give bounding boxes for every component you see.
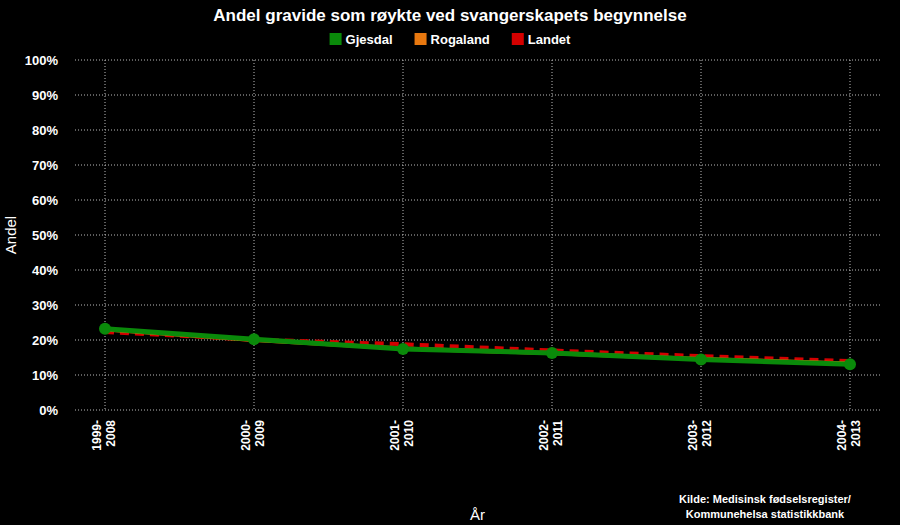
x-tick-label-part: 2010 [402, 420, 416, 447]
source-note: Kilde: Medisinsk fødselsregister/ [679, 493, 851, 505]
x-grid-line [403, 60, 404, 410]
legend-swatch [512, 33, 524, 45]
y-tick-label: 80% [32, 123, 58, 138]
y-tick-label: 20% [32, 333, 58, 348]
y-grid-line [75, 165, 880, 166]
x-grid-line [105, 60, 106, 410]
y-tick-label: 30% [32, 298, 58, 313]
y-grid-line [75, 130, 880, 131]
series-marker [844, 358, 856, 370]
series-marker [546, 347, 558, 359]
x-tick-label-part: 1999- [90, 420, 104, 451]
y-grid-line [75, 235, 880, 236]
x-tick-label: 2004-2013 [835, 420, 863, 451]
y-tick-label: 40% [32, 263, 58, 278]
legend-label: Gjesdal [346, 32, 393, 47]
y-grid-line [75, 200, 880, 201]
series-marker [99, 323, 111, 335]
grid [75, 60, 880, 410]
x-tick-label-part: 2012 [700, 420, 714, 447]
y-tick-label: 60% [32, 193, 58, 208]
x-tick-label-part: 2002- [537, 420, 551, 451]
x-tick-label-part: 2003- [686, 420, 700, 451]
x-tick-label-part: 2004- [835, 420, 849, 451]
x-axis-label: År [470, 506, 485, 523]
series-marker [248, 333, 260, 345]
x-grid-line [254, 60, 255, 410]
y-tick-label: 0% [39, 403, 58, 418]
series-line [105, 330, 850, 364]
legend-swatch [415, 33, 427, 45]
series-marker [397, 343, 409, 355]
x-grid-line [850, 60, 851, 410]
chart: Andel gravide som røykte ved svangerskap… [0, 0, 900, 525]
legend-swatch [330, 33, 342, 45]
x-tick-label-part: 2001- [388, 420, 402, 451]
y-grid-line [75, 410, 880, 411]
y-tick-label: 90% [32, 88, 58, 103]
legend: Gjesdal Rogaland Landet [330, 32, 571, 47]
x-tick-label: 2000-2009 [239, 420, 267, 451]
y-grid-line [75, 270, 880, 271]
x-tick-label-part: 2000- [239, 420, 253, 451]
y-tick-label: 10% [32, 368, 58, 383]
y-tick-label: 100% [25, 53, 59, 68]
x-tick-label-part: 2009 [253, 420, 267, 447]
title: Andel gravide som røykte ved svangerskap… [213, 6, 686, 25]
series-marker [695, 354, 707, 366]
x-tick-label-part: 2013 [849, 420, 863, 447]
y-grid-line [75, 375, 880, 376]
x-tick-label-part: 2008 [104, 420, 118, 447]
y-grid-line [75, 305, 880, 306]
legend-label: Landet [528, 32, 571, 47]
series-line [105, 329, 850, 364]
y-tick-label: 50% [32, 228, 58, 243]
y-grid-line [75, 95, 880, 96]
source-note: Kommunehelsa statistikkbank [686, 508, 845, 520]
x-tick-label: 2001-2010 [388, 420, 416, 451]
y-tick-label: 70% [32, 158, 58, 173]
plot-area [99, 323, 856, 370]
x-tick-label-part: 2011 [551, 420, 565, 446]
y-grid-line [75, 340, 880, 341]
y-grid-line [75, 60, 880, 61]
legend-label: Rogaland [431, 32, 490, 47]
x-tick-label: 1999-2008 [90, 420, 118, 451]
background [0, 0, 900, 525]
x-tick-label: 2003-2012 [686, 420, 714, 451]
y-axis-label: Andel [2, 216, 19, 254]
x-tick-label: 2002-2011 [537, 420, 565, 451]
